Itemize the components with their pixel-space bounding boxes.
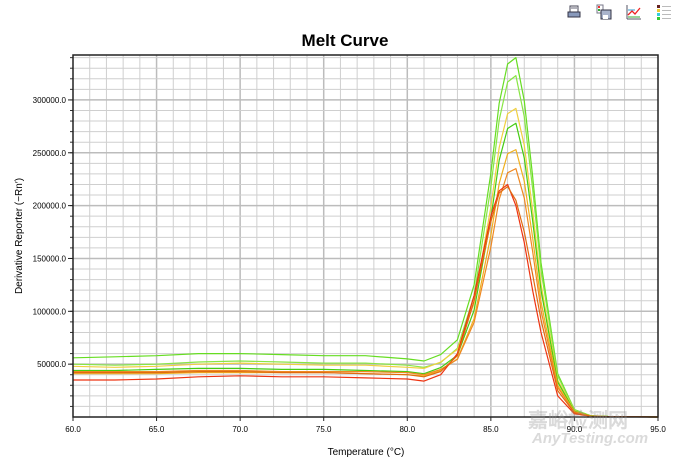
x-axis-label: Temperature (°C): [328, 447, 405, 458]
y-tick-label: 50000.0: [37, 360, 66, 369]
y-tick-label: 150000.0: [33, 254, 67, 263]
plot-border: [72, 54, 659, 418]
y-tick-label: 200000.0: [33, 202, 67, 211]
x-tick-label: 85.0: [483, 425, 499, 434]
series-line: [73, 186, 659, 418]
plot-area: [73, 55, 658, 417]
x-tick-label: 75.0: [316, 425, 332, 434]
x-tick-label: 60.0: [65, 425, 81, 434]
y-tick-label: 300000.0: [33, 96, 67, 105]
y-axis-label: Derivative Reporter (−Rn′): [14, 178, 25, 294]
series-line: [73, 122, 659, 418]
chart-options-icon[interactable]: [626, 4, 642, 20]
x-tick-label: 80.0: [399, 425, 415, 434]
x-tick-label: 90.0: [567, 425, 583, 434]
legend-icon[interactable]: [656, 4, 672, 20]
print-icon[interactable]: [566, 4, 582, 20]
chart-title: Melt Curve: [302, 31, 389, 50]
axes: 50000.0 100000.0 150000.0 200000.0 250000.0 3…: [33, 54, 666, 434]
save-icon[interactable]: [596, 4, 612, 20]
series-line: [73, 168, 659, 418]
x-tick-label: 95.0: [650, 425, 666, 434]
y-tick-label: 100000.0: [33, 307, 67, 316]
y-tick-label: 250000.0: [33, 149, 67, 158]
series-group: [72, 56, 659, 418]
x-tick-label: 70.0: [232, 425, 248, 434]
grid: [73, 55, 658, 417]
series-line: [73, 183, 659, 418]
x-tick-label: 65.0: [149, 425, 165, 434]
chart-toolbar: [566, 4, 672, 20]
